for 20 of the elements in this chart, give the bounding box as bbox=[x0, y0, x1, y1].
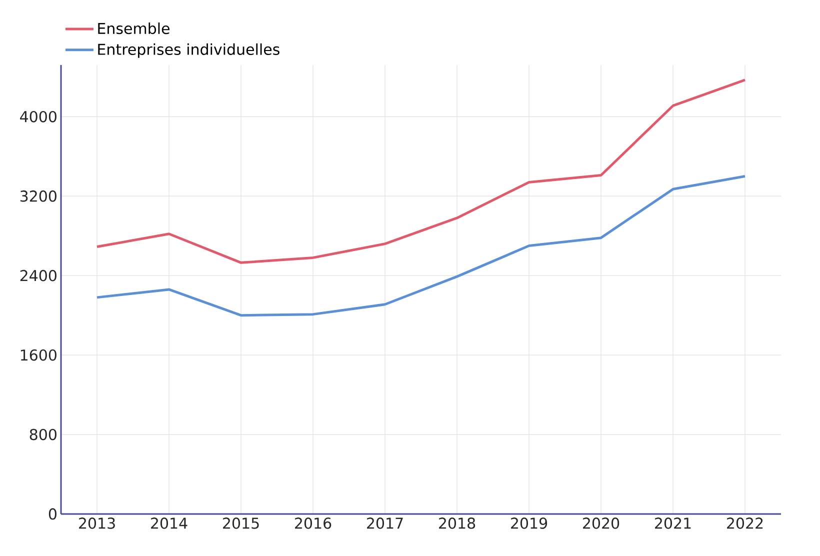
y-tick-label: 2400 bbox=[20, 270, 56, 282]
line-series bbox=[96, 78, 746, 264]
x-tick-label: 2015 bbox=[223, 518, 259, 529]
y-tick-label: 0 bbox=[48, 508, 56, 520]
y-tick-label: 1600 bbox=[20, 349, 56, 361]
x-tick-label: 2013 bbox=[79, 518, 115, 529]
x-tick-label: 2014 bbox=[151, 518, 188, 529]
x-tick-label: 2020 bbox=[583, 518, 620, 529]
x-tick-label: 2019 bbox=[511, 518, 548, 529]
x-tick-label: 2018 bbox=[439, 518, 476, 529]
line-series bbox=[96, 174, 746, 317]
x-tick-label: 2021 bbox=[655, 518, 691, 529]
x-tick-label: 2016 bbox=[295, 518, 332, 529]
y-tick-label: 4000 bbox=[20, 110, 56, 122]
x-tick-label: 2022 bbox=[727, 518, 763, 529]
y-tick-label: 800 bbox=[30, 428, 56, 440]
legend-label: Entreprises individuelles bbox=[98, 43, 280, 58]
legend-label: Ensemble bbox=[98, 22, 170, 34]
x-tick-label: 2017 bbox=[367, 518, 403, 529]
y-tick-label: 3200 bbox=[20, 190, 56, 202]
